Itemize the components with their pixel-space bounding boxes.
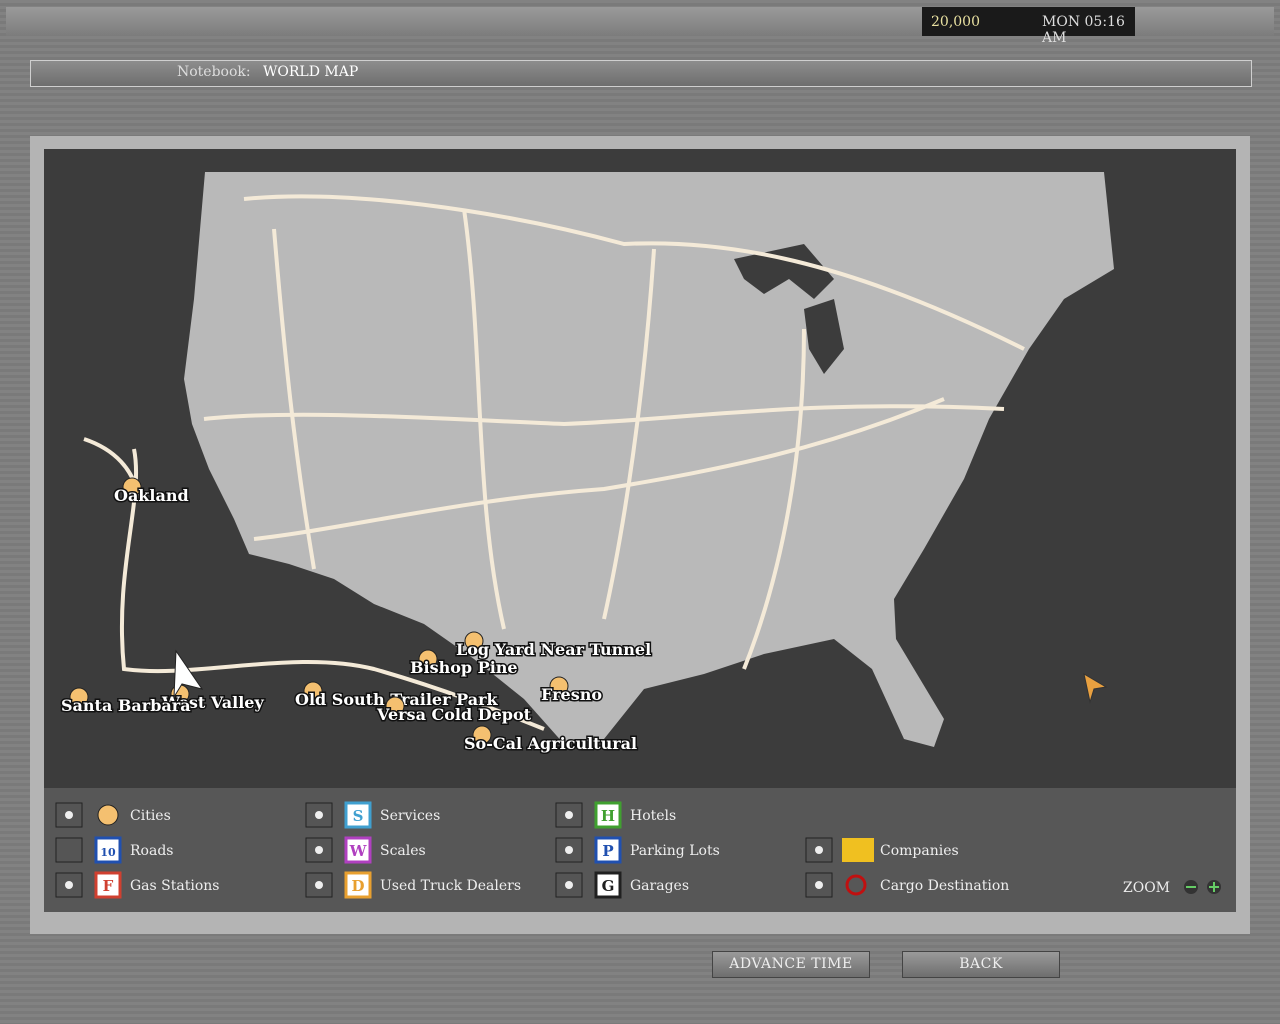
checkbox-dot <box>815 846 823 854</box>
map-label[interactable]: Log Yard Near Tunnel <box>455 639 653 661</box>
lake <box>804 299 844 374</box>
checkbox-dot <box>565 881 573 889</box>
legend-icon-text: H <box>601 807 615 825</box>
road <box>243 194 1025 351</box>
legend-icon <box>594 801 622 829</box>
checkbox-dot <box>65 811 73 819</box>
legend-icon-text: S <box>353 807 364 825</box>
cursor <box>1083 672 1108 704</box>
legend-label: Cargo Destination <box>880 878 1009 894</box>
city-marker <box>549 676 569 696</box>
legend-icon <box>344 836 372 864</box>
legend-icon <box>842 838 874 862</box>
zoom-out-icon <box>1186 886 1196 888</box>
legend-label: Roads <box>130 843 173 859</box>
legend-icon-text: F <box>103 877 114 895</box>
checkbox-dot <box>815 881 823 889</box>
map-label[interactable]: Bishop Pine <box>409 657 520 679</box>
legend-label: Companies <box>880 843 959 859</box>
legend-icon <box>594 836 622 864</box>
notebook-label: Notebook: <box>177 64 251 80</box>
map-label[interactable]: Versa Cold Depot <box>375 704 534 726</box>
status-box: 20,000 MON 05:16 AM <box>922 7 1135 46</box>
checkbox-dot <box>565 846 573 854</box>
checkbox[interactable] <box>55 837 83 863</box>
legend-label: Parking Lots <box>630 843 720 859</box>
map-label[interactable]: Fresno <box>540 684 604 706</box>
map-label[interactable]: Santa Barbara <box>60 695 193 717</box>
checkbox[interactable] <box>805 872 833 898</box>
city-marker <box>385 696 405 716</box>
back-button[interactable]: BACK <box>902 951 1060 978</box>
checkbox-dot <box>315 846 323 854</box>
money: 20,000 <box>931 14 980 30</box>
lake <box>734 244 834 299</box>
road <box>253 397 945 541</box>
city-marker <box>418 649 438 669</box>
legend-icon <box>94 871 122 899</box>
legend-icon <box>344 801 372 829</box>
checkbox-dot <box>315 811 323 819</box>
checkbox-dot <box>315 881 323 889</box>
clock: MON 05:16 AM <box>1042 14 1125 46</box>
legend-label: Services <box>380 808 440 824</box>
checkbox-dot <box>565 811 573 819</box>
legend-label: Gas Stations <box>130 878 219 894</box>
city-marker <box>69 687 89 707</box>
city-marker <box>464 631 484 651</box>
legend-icon-text: D <box>351 877 364 895</box>
truck-marker <box>173 649 204 699</box>
legend-label: Scales <box>380 843 426 859</box>
legend-icon <box>344 871 372 899</box>
legend-icon-text: P <box>602 842 613 860</box>
legend-icon <box>97 804 119 826</box>
legend-label: Hotels <box>630 808 676 824</box>
legend-icon <box>845 874 867 896</box>
map-label[interactable]: West Valley <box>160 692 266 714</box>
legend-icon <box>594 871 622 899</box>
map-label[interactable]: So-Cal Agricultural <box>463 733 639 755</box>
legend-label: Used Truck Dealers <box>380 878 521 894</box>
road <box>272 208 806 670</box>
legend-icon-text: 10 <box>100 846 116 859</box>
notebook-bar: Notebook: WORLD MAP <box>30 60 1252 87</box>
city-marker <box>472 725 492 745</box>
land <box>184 172 1114 747</box>
notebook-title: WORLD MAP <box>263 64 359 80</box>
roads <box>83 194 1025 731</box>
legend-icon-text: G <box>602 877 615 895</box>
legend-icon-text: W <box>349 842 368 860</box>
checkbox[interactable] <box>55 802 83 828</box>
checkbox-dot <box>65 881 73 889</box>
road <box>119 448 545 731</box>
advance-time-button[interactable]: ADVANCE TIME <box>712 951 870 978</box>
city-marker <box>122 477 142 497</box>
legend: ZOOM Cities 10 Roads F Gas Stations S Services… <box>44 788 1236 912</box>
map-label[interactable]: Oakland <box>113 485 191 507</box>
zoom-in-icon <box>1213 882 1215 892</box>
legend-icon <box>94 836 122 864</box>
legend-canvas: ZOOM Cities 10 Roads F Gas Stations S Services… <box>55 801 1221 899</box>
road <box>203 404 1005 427</box>
legend-label: Cities <box>130 808 171 824</box>
city-marker <box>303 681 323 701</box>
legend-label: Garages <box>630 878 689 894</box>
zoom-label: ZOOM <box>1123 880 1170 896</box>
